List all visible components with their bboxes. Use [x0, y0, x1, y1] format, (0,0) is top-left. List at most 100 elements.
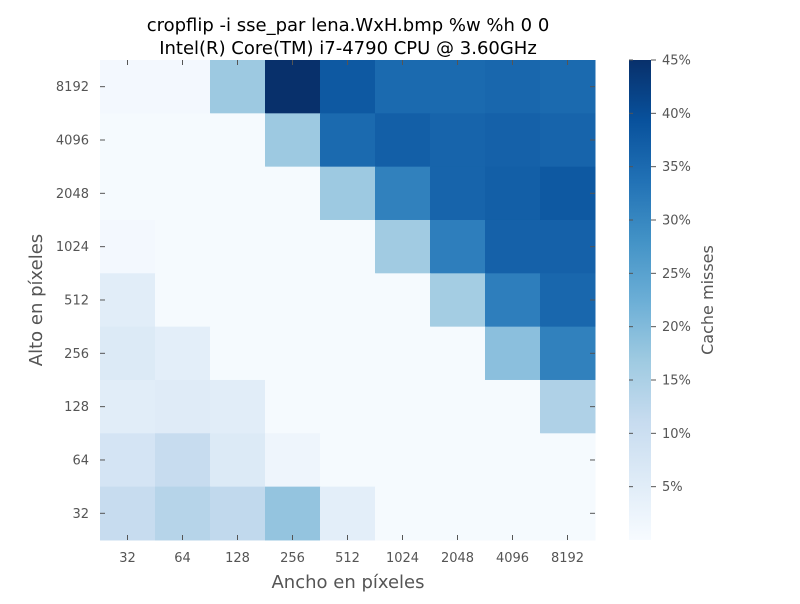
heatmap-cell	[210, 379, 266, 434]
heatmap-cell	[375, 273, 431, 328]
heatmap-cell	[320, 60, 376, 114]
heatmap-cell	[540, 219, 596, 274]
heatmap-cell	[265, 166, 321, 221]
heatmap-cell	[210, 273, 266, 328]
heatmap-cell	[100, 273, 156, 328]
heatmap-cell	[485, 219, 541, 274]
x-axis-ticks: 32 64 128 256 512 1024 2048 4096 8192	[119, 60, 584, 566]
heatmap-cell	[155, 113, 211, 168]
heatmap-cell	[375, 326, 431, 381]
heatmap-cell	[320, 113, 376, 168]
heatmap-cell	[540, 326, 596, 381]
heatmap-cell	[265, 433, 321, 488]
heatmap-cell	[210, 219, 266, 274]
heatmap-cell	[375, 219, 431, 274]
colorbar-tick-label: 15%	[662, 374, 691, 389]
heatmap-cell	[485, 113, 541, 168]
x-tick-label: 128	[225, 551, 250, 566]
heatmap-cell	[320, 166, 376, 221]
heatmap-cell	[100, 166, 156, 221]
heatmap-cell	[485, 166, 541, 221]
heatmap-cell	[265, 113, 321, 168]
colorbar-tick-label: 25%	[662, 267, 691, 282]
heatmap-cell	[320, 273, 376, 328]
heatmap-cell	[430, 379, 486, 434]
y-tick-label: 8192	[56, 80, 89, 95]
heatmap-cell	[265, 379, 321, 434]
heatmap-cell	[210, 486, 266, 541]
heatmap-cell	[210, 326, 266, 381]
heatmap-cell	[320, 219, 376, 274]
chart-title-line1: cropflip -i sse_par lena.WxH.bmp %w %h 0…	[147, 15, 550, 36]
heatmap-cell	[320, 326, 376, 381]
colorbar-tick-label: 5%	[662, 480, 683, 495]
heatmap-cell	[430, 166, 486, 221]
heatmap-cell	[540, 379, 596, 434]
x-tick-label: 1024	[386, 551, 419, 566]
chart-title-line2: Intel(R) Core(TM) i7-4790 CPU @ 3.60GHz	[159, 38, 537, 59]
heatmap-cell	[100, 113, 156, 168]
y-tick-label: 32	[72, 507, 89, 522]
heatmap-cell	[430, 60, 486, 114]
colorbar-tick-label: 20%	[662, 320, 691, 335]
heatmap-cell	[375, 113, 431, 168]
heatmap-cell	[210, 433, 266, 488]
heatmap-cell	[375, 486, 431, 541]
heatmap-cell	[155, 486, 211, 541]
heatmap-cell	[540, 113, 596, 168]
heatmap-cell	[430, 113, 486, 168]
heatmap-cell	[155, 433, 211, 488]
heatmap-cell	[100, 379, 156, 434]
y-tick-label: 256	[64, 347, 89, 362]
colorbar-tick-label: 10%	[662, 427, 691, 442]
x-tick-label: 4096	[496, 551, 529, 566]
y-tick-label: 128	[64, 400, 89, 415]
heatmap-cell	[375, 379, 431, 434]
colorbar-label: Cache misses	[698, 245, 717, 355]
heatmap-cell	[540, 433, 596, 488]
colorbar-tick-label: 35%	[662, 160, 691, 175]
heatmap-cell	[375, 433, 431, 488]
heatmap-cell	[430, 273, 486, 328]
y-tick-label: 4096	[56, 133, 89, 148]
y-tick-label: 64	[72, 453, 89, 468]
heatmap-cell	[265, 273, 321, 328]
x-tick-label: 64	[174, 551, 191, 566]
heatmap-cell	[265, 219, 321, 274]
heatmap-cell	[100, 433, 156, 488]
heatmap-cell	[100, 486, 156, 541]
heatmap-cell	[485, 379, 541, 434]
heatmap-cell	[155, 273, 211, 328]
colorbar-ticks: 5% 10% 15% 20% 25% 30% 35% 40% 45%	[629, 54, 691, 495]
heatmap-cell	[540, 166, 596, 221]
colorbar-tick-label: 45%	[662, 54, 691, 69]
heatmap-cell	[485, 60, 541, 114]
heatmap-cell	[430, 433, 486, 488]
heatmap-cell	[320, 379, 376, 434]
heatmap-cell	[265, 486, 321, 541]
heatmap-cell	[155, 326, 211, 381]
x-axis-label: Ancho en píxeles	[271, 572, 424, 593]
colorbar-tick-label: 30%	[662, 214, 691, 229]
x-tick-label: 8192	[551, 551, 584, 566]
heatmap-cell	[155, 166, 211, 221]
heatmap-cell	[485, 433, 541, 488]
heatmap-cell	[100, 60, 156, 114]
heatmap-cell	[430, 486, 486, 541]
colorbar	[629, 60, 651, 540]
heatmap-cell	[540, 60, 596, 114]
heatmap-cell	[375, 60, 431, 114]
y-tick-label: 2048	[56, 187, 89, 202]
heatmap-cell	[485, 326, 541, 381]
x-tick-label: 2048	[441, 551, 474, 566]
x-tick-label: 32	[119, 551, 136, 566]
heatmap-cell	[155, 60, 211, 114]
heatmap-cell	[430, 219, 486, 274]
heatmap-cell	[100, 219, 156, 274]
heatmap-cell	[375, 166, 431, 221]
heatmap-cell	[100, 326, 156, 381]
heatmap-cell	[210, 166, 266, 221]
y-axis-ticks: 8192 4096 2048 1024 512 256 128 64 32	[56, 80, 595, 522]
y-tick-label: 1024	[56, 240, 89, 255]
heatmap-cell	[430, 326, 486, 381]
